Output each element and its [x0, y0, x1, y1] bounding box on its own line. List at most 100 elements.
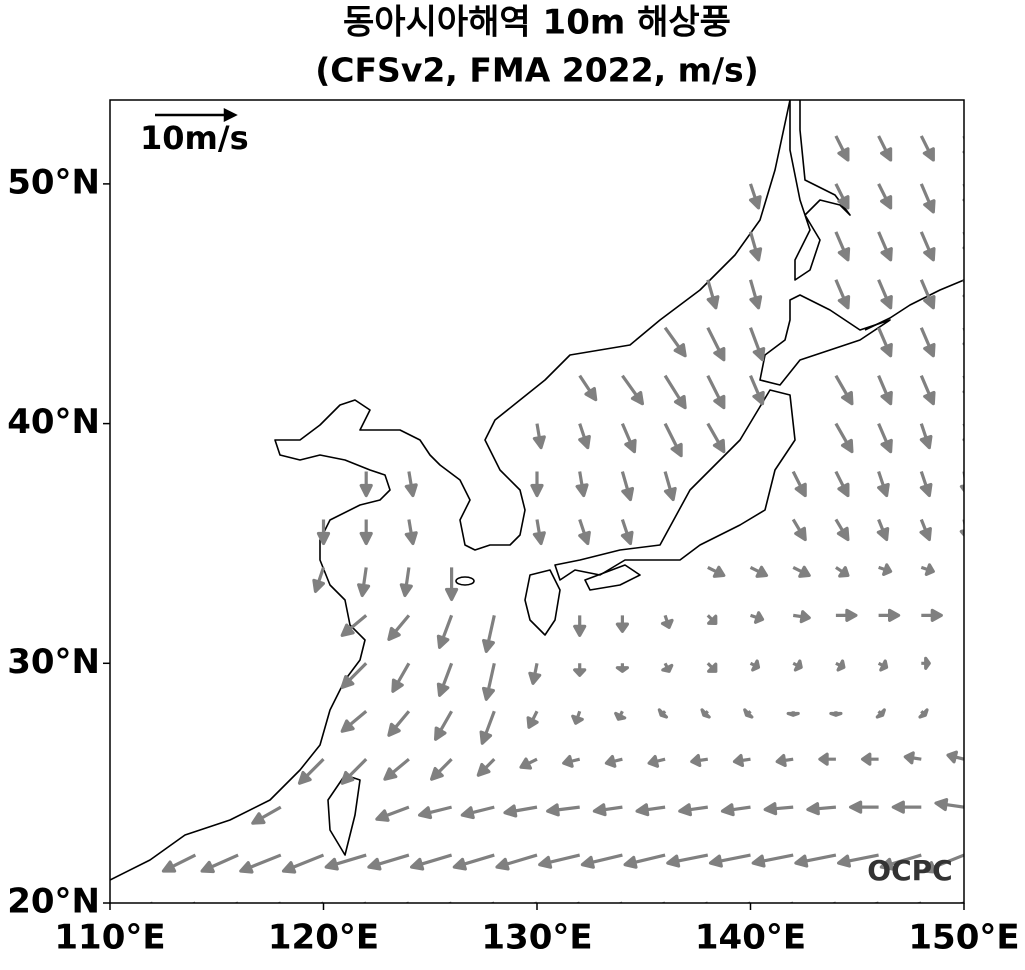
- wind-arrow: [233, 901, 239, 903]
- wind-arrow: [786, 711, 800, 717]
- wind-arrow: [538, 853, 581, 869]
- hokkaido: [759, 294, 891, 386]
- wind-arrow: [837, 853, 879, 868]
- wind-arrow: [446, 901, 452, 903]
- coastlines: [110, 100, 964, 881]
- wind-arrow: [829, 711, 843, 717]
- wind-arrow: [706, 614, 718, 625]
- wind-arrow: [495, 853, 538, 871]
- wind-arrow: [359, 519, 373, 546]
- wind-arrow: [877, 231, 893, 262]
- wind-arrow: [959, 471, 964, 493]
- wind-arrow: [946, 750, 964, 764]
- x-tick-label: 130°E: [481, 918, 592, 958]
- wind-arrow: [161, 853, 197, 873]
- y-tick-label: 20°N: [7, 882, 100, 922]
- wind-arrow: [794, 853, 837, 868]
- wind-arrow: [959, 519, 964, 538]
- wind-arrow: [751, 853, 794, 868]
- wind-arrow: [445, 567, 459, 602]
- wind-arrow: [964, 610, 984, 620]
- wind-arrow: [876, 518, 890, 542]
- wind-arrow: [920, 563, 935, 576]
- wind-arrow: [877, 659, 889, 672]
- wind-arrow: [575, 471, 589, 498]
- wind-arrow: [615, 615, 629, 633]
- wind-arrow: [919, 279, 936, 310]
- wind-arrow: [749, 327, 766, 362]
- wind-arrow: [436, 614, 454, 649]
- wind-arrow: [391, 662, 411, 693]
- wind-arrow: [763, 802, 794, 816]
- wind-arrow: [481, 615, 496, 653]
- wind-arrow: [872, 901, 879, 903]
- wind-arrow: [919, 375, 936, 406]
- wind-arrow: [919, 423, 933, 450]
- wind-arrow: [792, 659, 803, 672]
- wind-arrow: [962, 375, 964, 394]
- wind-arrow: [530, 471, 544, 498]
- wind-arrow: [849, 800, 879, 814]
- wind-arrow: [834, 470, 850, 498]
- wind-arrow: [963, 567, 964, 570]
- watermark: OCPC: [867, 854, 952, 887]
- wind-arrow: [580, 853, 623, 869]
- wind-arrow: [620, 518, 634, 546]
- wind-vectors: [148, 135, 984, 903]
- wind-arrow: [434, 710, 453, 741]
- wind-arrow: [620, 422, 637, 454]
- wind-arrow: [367, 853, 410, 871]
- wind-arrow: [399, 567, 413, 598]
- wind-arrow: [324, 853, 367, 871]
- wind-arrow: [418, 805, 452, 820]
- wind-arrow: [239, 853, 282, 874]
- wind-arrow: [877, 279, 893, 310]
- wind-arrow: [743, 708, 754, 719]
- wind-arrow: [614, 710, 627, 721]
- wind-arrow: [623, 853, 666, 869]
- wind-arrow: [919, 327, 936, 358]
- wind-arrow: [357, 567, 371, 598]
- x-tick-label: 140°E: [695, 918, 806, 958]
- wind-arrow: [877, 327, 893, 358]
- wind-arrow: [861, 752, 879, 766]
- y-tick-label: 30°N: [7, 642, 100, 682]
- map-title: 동아시아해역 10m 해상풍: [343, 3, 731, 43]
- kuril-islands: [864, 279, 964, 331]
- wind-arrow: [476, 758, 496, 777]
- wind-arrow: [404, 471, 418, 498]
- wind-arrow: [573, 663, 587, 677]
- wind-arrow: [878, 608, 901, 622]
- wind-arrow: [592, 803, 623, 817]
- wind-arrow: [387, 710, 411, 737]
- wind-arrow: [877, 183, 893, 210]
- coastline: [110, 100, 791, 881]
- wind-arrow: [964, 658, 976, 668]
- wind-arrow: [791, 470, 807, 498]
- wind-arrow: [663, 374, 687, 410]
- wind-arrow: [430, 758, 453, 781]
- wind-arrow: [383, 757, 410, 781]
- wind-arrow: [562, 754, 581, 768]
- wind-arrow: [340, 758, 368, 785]
- wind-arrow: [661, 662, 674, 673]
- wind-arrow: [877, 375, 893, 406]
- honshu: [554, 389, 796, 581]
- wind-arrow: [251, 805, 282, 825]
- wind-arrow: [834, 279, 851, 310]
- wind-arrow: [657, 708, 669, 719]
- wind-arrow: [903, 751, 922, 765]
- wind-arrow: [835, 608, 858, 622]
- wind-arrow: [526, 710, 539, 729]
- wind-arrow: [732, 753, 751, 768]
- wind-arrow: [578, 423, 591, 450]
- wind-arrow: [891, 800, 922, 814]
- wind-arrow: [749, 659, 761, 672]
- wind-arrow: [748, 279, 763, 310]
- wind-arrow: [962, 423, 964, 442]
- wind-arrow: [834, 374, 854, 406]
- wind-arrow: [962, 231, 964, 251]
- wind-arrow: [792, 565, 811, 578]
